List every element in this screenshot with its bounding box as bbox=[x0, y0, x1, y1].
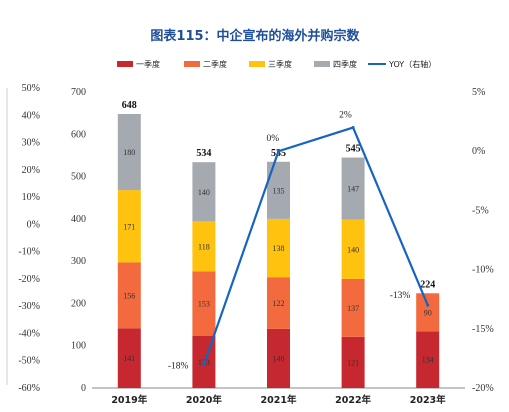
y-right-tick: -15% bbox=[472, 324, 494, 335]
legend-swatch bbox=[117, 61, 133, 67]
y-left-tick: 0 bbox=[81, 383, 86, 394]
bar-segment bbox=[267, 161, 290, 219]
total-label: 224 bbox=[420, 279, 435, 290]
segment-label: 153 bbox=[198, 300, 210, 309]
yoy-label: 2% bbox=[339, 111, 352, 121]
segment-label: 134 bbox=[422, 356, 434, 365]
x-tick-label: 2023年 bbox=[410, 394, 446, 406]
yoy-point bbox=[351, 126, 355, 130]
bar-segment bbox=[341, 278, 365, 337]
segment-label: 137 bbox=[347, 304, 359, 313]
y-far-left-tick: 20% bbox=[22, 165, 40, 176]
total-label: 648 bbox=[122, 100, 137, 111]
segment-label: 138 bbox=[273, 244, 285, 253]
legend-swatch bbox=[314, 61, 330, 67]
legend-swatch bbox=[249, 61, 265, 67]
bar-segment bbox=[267, 218, 290, 278]
y-far-left-tick: -30% bbox=[18, 301, 40, 312]
segment-label: 156 bbox=[123, 291, 135, 300]
bar-segment bbox=[416, 331, 440, 388]
segment-label: 118 bbox=[198, 242, 210, 251]
y-right-tick: -10% bbox=[472, 265, 494, 276]
legend-label: 二季度 bbox=[203, 59, 227, 69]
y-far-left-tick: -50% bbox=[18, 356, 40, 367]
legend-label: 四季度 bbox=[333, 59, 357, 69]
yoy-point bbox=[277, 149, 280, 153]
y-right-tick: -20% bbox=[472, 383, 494, 394]
bar-segment bbox=[192, 221, 216, 272]
bar-segment bbox=[267, 328, 290, 388]
y-far-left-tick: 0% bbox=[27, 219, 40, 230]
y-far-left-tick: 10% bbox=[22, 192, 40, 203]
y-far-left-tick: -60% bbox=[18, 383, 40, 394]
segment-label: 171 bbox=[123, 222, 135, 231]
chart-title: 图表115：中企宣布的海外并购宗数 bbox=[150, 28, 360, 44]
segment-label: 121 bbox=[347, 358, 359, 367]
segment-label: 140 bbox=[347, 245, 359, 254]
y-right-tick: 5% bbox=[472, 87, 485, 98]
bar-segment bbox=[192, 162, 216, 222]
total-label: 545 bbox=[346, 144, 361, 155]
x-tick-label: 2019年 bbox=[111, 394, 147, 406]
bar-segment bbox=[341, 219, 365, 279]
segment-label: 141 bbox=[123, 354, 135, 363]
segment-label: 135 bbox=[273, 186, 285, 195]
y-left-tick: 700 bbox=[71, 87, 86, 98]
bar-segment bbox=[192, 271, 216, 336]
y-far-left-tick: -10% bbox=[18, 247, 40, 258]
segment-label: 90 bbox=[424, 308, 432, 317]
yoy-line: -18% 0% 2% -13% bbox=[168, 111, 430, 371]
y-far-left-tick: 30% bbox=[22, 138, 40, 149]
bar-segment bbox=[267, 277, 290, 329]
y-left-tick: 500 bbox=[71, 172, 86, 183]
bar-segment bbox=[341, 336, 365, 388]
segment-label: 180 bbox=[123, 148, 135, 157]
segment-label: 140 bbox=[198, 188, 210, 197]
yoy-label: 0% bbox=[267, 134, 280, 144]
y-right-tick: -5% bbox=[472, 205, 489, 216]
axes: 0 100 200 300 400 500 600 700 5% 0% -5% -10% -15% -20… bbox=[6, 83, 494, 406]
yoy-point bbox=[426, 303, 430, 307]
bar-segment bbox=[117, 328, 141, 388]
y-right-tick: 0% bbox=[472, 146, 485, 157]
bar-segment bbox=[117, 190, 141, 263]
legend-label: 三季度 bbox=[268, 59, 292, 69]
y-left-tick: 200 bbox=[71, 298, 86, 309]
y-left-tick: 600 bbox=[71, 129, 86, 140]
y-far-left-tick: -40% bbox=[18, 328, 40, 339]
legend-label: 一季度 bbox=[136, 59, 160, 69]
bar-segment bbox=[416, 293, 440, 332]
legend-swatch bbox=[184, 61, 200, 67]
total-label: 534 bbox=[196, 148, 211, 159]
segment-label: 147 bbox=[347, 185, 359, 194]
bar-segment bbox=[341, 157, 365, 220]
legend: 一季度 二季度 三季度 四季度 YOY（右轴） bbox=[117, 59, 436, 69]
bar-segment bbox=[117, 113, 141, 191]
x-tick-label: 2020年 bbox=[186, 394, 222, 406]
y-left-tick: 400 bbox=[71, 214, 86, 225]
yoy-label: -18% bbox=[168, 361, 189, 371]
yoy-polyline bbox=[202, 126, 429, 365]
bar-segment bbox=[117, 262, 141, 329]
y-far-left-tick: -20% bbox=[18, 274, 40, 285]
segment-label: 140 bbox=[273, 354, 285, 363]
x-tick-label: 2022年 bbox=[335, 394, 371, 406]
legend-label: YOY（右轴） bbox=[388, 59, 436, 69]
segment-label: 122 bbox=[273, 299, 285, 308]
y-left-tick: 300 bbox=[71, 256, 86, 267]
y-far-left-tick: 50% bbox=[22, 83, 40, 94]
x-tick-label: 2021年 bbox=[261, 394, 297, 406]
yoy-point bbox=[202, 362, 206, 366]
yoy-label: -13% bbox=[390, 291, 411, 301]
y-far-left-tick: 40% bbox=[22, 110, 40, 121]
y-left-tick: 100 bbox=[71, 341, 86, 352]
